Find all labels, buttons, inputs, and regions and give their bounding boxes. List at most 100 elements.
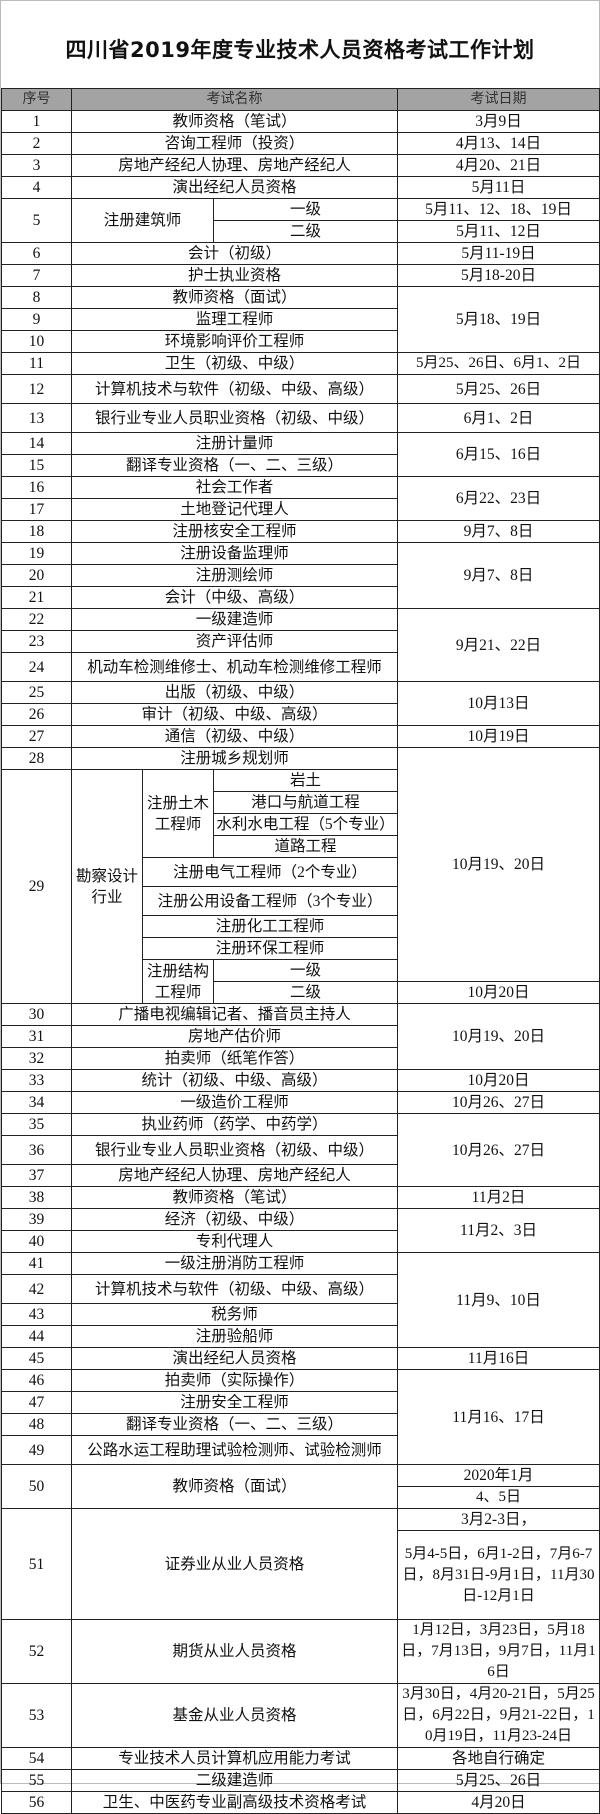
exam-name: 税务师 (70, 1303, 399, 1326)
table-row: 16 社会工作者 6月22、23日 (1, 476, 600, 521)
exam-date: 4月13、14日 (397, 132, 600, 155)
row-number: 55 (1, 1769, 72, 1792)
table-row: 7 护士执业资格 5月18-20日 (1, 264, 600, 287)
table-row: 23 资产评估师 (1, 630, 600, 653)
exam-date: 10月19、20日 (397, 747, 600, 982)
exam-date: 5月11、12、18、19日 (397, 198, 600, 221)
table-row: 54 专业技术人员计算机应用能力考试 各地自行确定 (1, 1747, 600, 1770)
exam-date: 3月2-3日， (397, 1508, 600, 1531)
row-number: 18 (1, 520, 72, 543)
row-number: 34 (1, 1091, 72, 1114)
row-number: 5 (1, 198, 72, 243)
exam-specialty: 港口与航道工程 (212, 791, 399, 814)
exam-name: 注册核安全工程师 (70, 520, 399, 543)
exam-specialty: 一级 (212, 959, 399, 982)
table-row: 8 教师资格（面试） 5月18、19日 (1, 286, 600, 353)
table-row: 13 银行业专业人员职业资格（初级、中级） 6月1、2日 (1, 403, 600, 433)
table-row: 30 广播电视编辑记者、播音员主持人 10月19、20日 (1, 1003, 600, 1070)
exam-date: 5月11、12日 (397, 220, 600, 243)
table-row: 4 演出经纪人员资格 5月11日 (1, 176, 600, 199)
table-row: 港口与航道工程 (2, 791, 600, 814)
exam-date: 3月30日，4月20-21日，5月25日，6月22日，9月21-22日，10月1… (397, 1683, 600, 1748)
exam-date: 5月18-20日 (397, 264, 600, 287)
exam-name: 拍卖师（纸笔作答） (70, 1047, 399, 1070)
exam-name: 房地产经纪人协理、房地产经纪人 (70, 1164, 399, 1187)
exam-schedule-table: 序号 考试名称 考试日期 1 教师资格（笔试） 3月9日 2 咨询工程师（投资） 4月13… (1, 88, 600, 1814)
exam-name: 银行业专业人员职业资格（初级、中级） (70, 403, 399, 433)
exam-date: 2020年1月 (397, 1464, 600, 1487)
row-number: 53 (1, 1683, 72, 1748)
table-row: 51 证券业从业人员资格 3月2-3日， (1, 1508, 600, 1620)
exam-date: 10月20日 (397, 1069, 600, 1092)
table-row: 49 公路水运工程助理试验检测师、试验检测师 (1, 1435, 600, 1465)
header-exam-name: 考试名称 (70, 88, 399, 111)
exam-specialty: 道路工程 (212, 835, 399, 858)
row-number: 20 (1, 564, 72, 587)
row-number: 27 (1, 725, 72, 748)
exam-date: 5月25、26日、6月1、2日 (397, 352, 600, 375)
row-number: 15 (1, 454, 72, 477)
table-row: 22 一级建造师 9月21、22日 (1, 608, 600, 682)
exam-date: 1月12日，3月23日，5月18日，7月13日，9月7日，11月16日 (397, 1619, 600, 1684)
exam-name: 会计（初级） (70, 242, 399, 265)
exam-name: 证券业从业人员资格 (70, 1508, 399, 1620)
table-row: 45 演出经纪人员资格 11月16日 (1, 1347, 600, 1370)
table-row: 55 二级建造师 5月25、26日 (1, 1769, 600, 1792)
row-number: 23 (1, 630, 72, 653)
exam-subcategory: 注册环保工程师 (141, 937, 399, 960)
exam-name: 一级注册消防工程师 (70, 1252, 399, 1275)
table-row: 14 注册计量师 6月15、16日 (1, 432, 600, 477)
exam-date: 10月26、27日 (397, 1113, 600, 1187)
exam-date: 10月26、27日 (397, 1091, 600, 1114)
exam-name: 执业药师（药学、中药学） (70, 1113, 399, 1136)
exam-level: 一级 (212, 198, 399, 221)
table-row: 19 注册设备监理师 9月7、8日 (1, 542, 600, 609)
row-number: 17 (1, 498, 72, 521)
table-row: 29 勘察设计行业 注册土木工程师 岩土 (1, 769, 600, 1004)
row-number: 41 (1, 1252, 72, 1275)
table-row: 32 拍卖师（纸笔作答） (1, 1047, 600, 1070)
row-number: 38 (1, 1186, 72, 1209)
exam-specialty: 水利水电工程（5个专业） (212, 813, 399, 836)
row-number: 52 (1, 1619, 72, 1684)
table-row: 注册电气工程师（2个专业） (2, 857, 600, 887)
exam-name: 社会工作者 (70, 476, 399, 499)
row-number: 44 (1, 1325, 72, 1348)
row-number: 42 (1, 1274, 72, 1304)
exam-name: 机动车检测维修士、机动车检测维修工程师 (70, 652, 399, 682)
table-row: 注册化工工程师 (2, 915, 600, 938)
exam-date: 10月19日 (397, 725, 600, 748)
exam-date: 9月7、8日 (397, 520, 600, 543)
exam-date: 11月2日 (397, 1186, 600, 1209)
exam-name: 基金从业人员资格 (70, 1683, 399, 1748)
exam-name: 会计（中级、高级） (70, 586, 399, 609)
exam-date: 9月7、8日 (397, 542, 600, 609)
row-number: 47 (1, 1391, 72, 1414)
exam-date: 11月9、10日 (397, 1252, 600, 1348)
table-row: 33 统计（初级、中级、高级） 10月20日 (1, 1069, 600, 1092)
table-row: 17 土地登记代理人 (1, 498, 600, 521)
row-number: 12 (1, 374, 72, 404)
exam-name: 一级造价工程师 (70, 1091, 399, 1114)
row-number: 25 (1, 681, 72, 704)
table-row: 9 监理工程师 (1, 308, 600, 331)
exam-date: 5月4-5日，6月1-2日，7月6-7日，8月31日-9月1日，11月30日-1… (397, 1530, 600, 1620)
row-number: 43 (1, 1303, 72, 1326)
exam-name: 注册城乡规划师 (70, 747, 399, 770)
row-number: 9 (1, 308, 72, 331)
exam-date: 5月18、19日 (397, 286, 600, 353)
table-row: 注册公用设备工程师（3个专业） (2, 886, 600, 916)
exam-date: 4月20日 (397, 1791, 600, 1814)
exam-date: 4月20、21日 (397, 154, 600, 177)
page-title: 四川省2019年度专业技术人员资格考试工作计划 (65, 38, 535, 62)
exam-date: 11月16、17日 (397, 1369, 600, 1465)
table-row: 27 通信（初级、中级） 10月19日 (1, 725, 600, 748)
row-number: 33 (1, 1069, 72, 1092)
exam-date: 4、5日 (397, 1486, 600, 1509)
row-number: 46 (1, 1369, 72, 1392)
table-row: 25 出版（初级、中级） 10月13日 (1, 681, 600, 726)
exam-name: 教师资格（笔试） (70, 1186, 399, 1209)
row-number: 28 (1, 747, 72, 770)
row-number: 24 (1, 652, 72, 682)
exam-date: 5月25、26日 (397, 374, 600, 404)
